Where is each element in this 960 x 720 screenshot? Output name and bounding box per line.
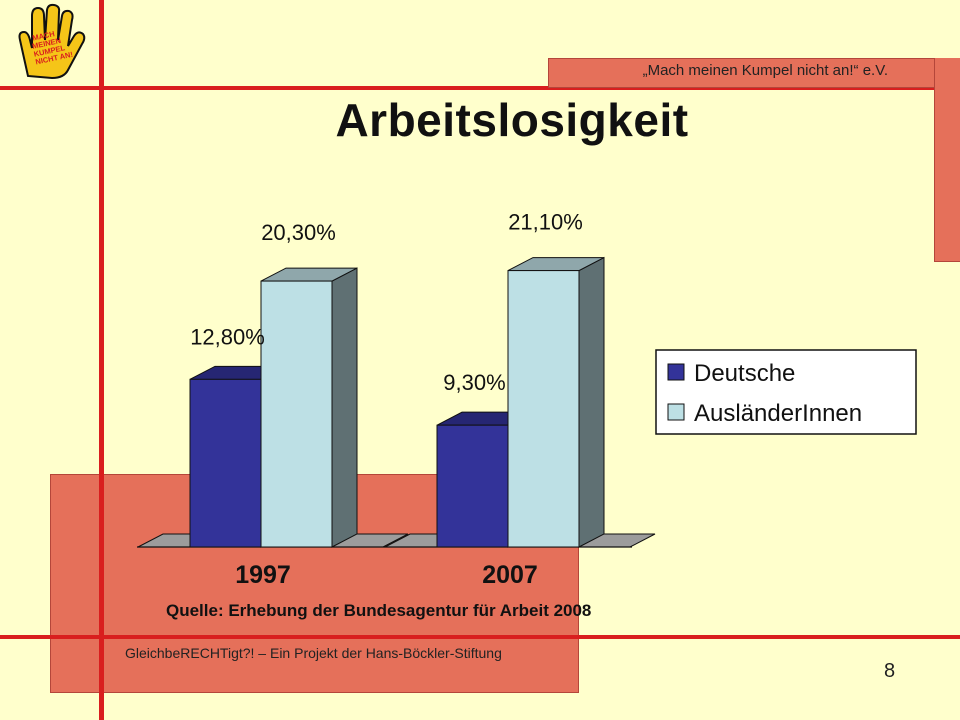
bar-side (578, 256, 605, 548)
x-tick-label: 1997 (235, 561, 291, 589)
data-label: 12,80% (190, 324, 265, 349)
bar-side (331, 267, 358, 548)
data-label: 9,30% (443, 370, 505, 395)
bar (436, 424, 509, 548)
logo: MACH MEINEN KUMPEL NICHT AN! (6, 2, 88, 87)
legend-label: Deutsche (694, 360, 795, 387)
header-decor-box (548, 58, 936, 88)
data-label: 20,30% (261, 220, 336, 245)
x-tick-label: 2007 (482, 561, 538, 589)
page-title: Arbeitslosigkeit (335, 94, 689, 146)
right-decor-box (934, 58, 960, 262)
chart-bars (189, 256, 605, 548)
organisation-label: „Mach meinen Kumpel nicht an!“ e.V. (642, 62, 888, 79)
bar (260, 280, 333, 548)
bottom-red-line (0, 635, 960, 639)
bar (189, 378, 262, 548)
legend-label: AusländerInnen (694, 400, 862, 427)
footer-project-text: GleichbeRECHTigt?! – Ein Projekt der Han… (125, 645, 502, 661)
data-label: 21,10% (508, 210, 583, 235)
hand-logo-icon: MACH MEINEN KUMPEL NICHT AN! (18, 3, 86, 80)
vertical-red-line (99, 0, 104, 720)
legend-box (655, 349, 917, 435)
source-note: Quelle: Erhebung der Bundesagentur für A… (166, 601, 592, 620)
legend-swatch (667, 363, 685, 381)
page-number: 8 (884, 660, 896, 682)
top-red-line (0, 86, 960, 90)
chart-legend: Deutsche AusländerInnen (655, 349, 917, 435)
chart-labels: 12,80% 20,30% 1997 9,30% 21,10% 2007 (190, 210, 583, 589)
bar (507, 270, 580, 548)
legend-swatch (667, 403, 685, 421)
